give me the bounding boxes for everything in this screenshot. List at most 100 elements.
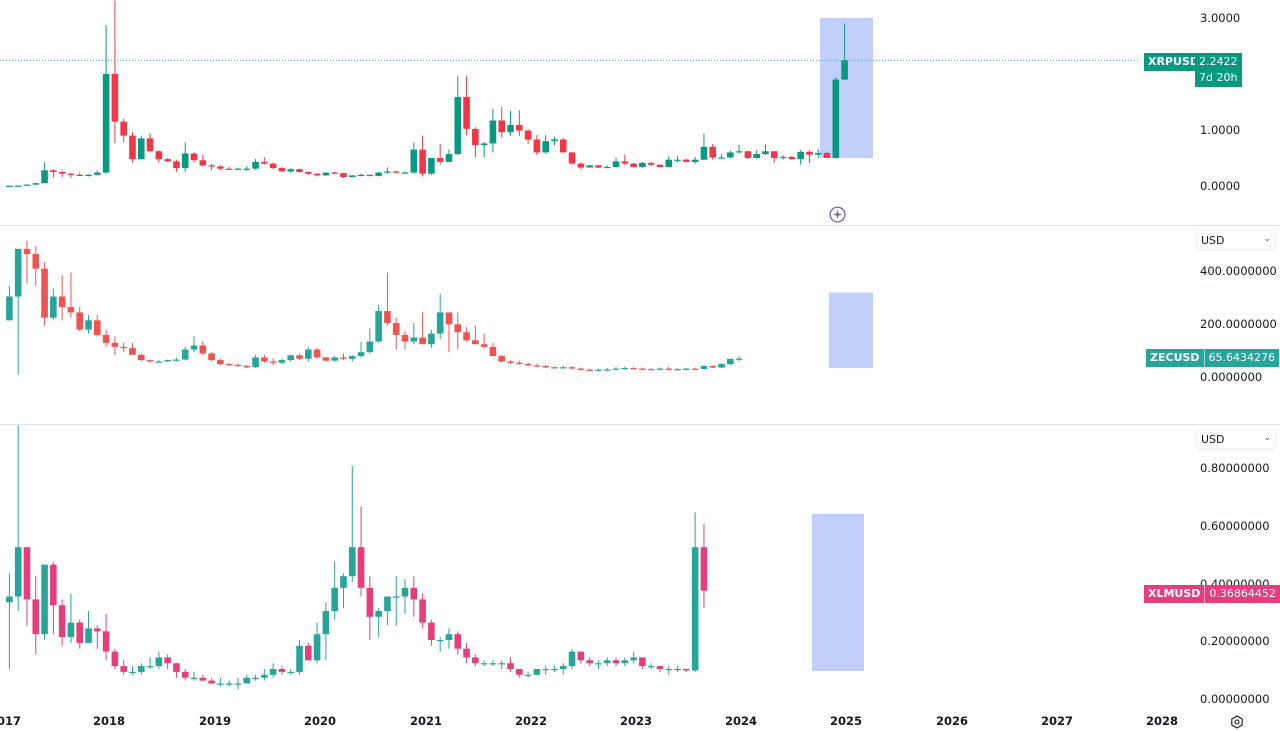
symbol-label: XLMUSD bbox=[1148, 587, 1201, 600]
candle-body bbox=[190, 677, 198, 679]
candle-body bbox=[841, 60, 848, 80]
candle-body bbox=[559, 139, 567, 153]
candle-body bbox=[225, 683, 233, 685]
candle-body bbox=[401, 587, 409, 597]
candle-body bbox=[419, 337, 426, 345]
candle-body bbox=[111, 342, 119, 347]
candle-body bbox=[656, 368, 664, 370]
candle-body bbox=[366, 587, 374, 617]
candle-body bbox=[6, 596, 13, 603]
candle-body bbox=[14, 547, 22, 597]
price-axis-tick: 0.60000000 bbox=[1200, 519, 1270, 533]
candle-body bbox=[340, 576, 347, 588]
currency-select[interactable]: USD ⌄ bbox=[1196, 429, 1276, 449]
candle-body bbox=[568, 152, 576, 164]
candle-body bbox=[278, 360, 286, 363]
candle-body bbox=[410, 149, 418, 173]
candle-body bbox=[313, 173, 321, 176]
symbol-label: ZECUSD bbox=[1150, 351, 1200, 364]
candle-body bbox=[305, 349, 312, 359]
candle-body bbox=[261, 674, 268, 678]
candle-body bbox=[656, 666, 664, 669]
candle-body bbox=[384, 596, 391, 611]
candle-body bbox=[718, 157, 725, 159]
candle-body bbox=[507, 663, 514, 669]
candle-body bbox=[454, 96, 462, 155]
candle-body bbox=[718, 364, 725, 368]
candle-body bbox=[375, 611, 382, 617]
candle-body bbox=[129, 135, 136, 160]
price-axis-tick: 0.0000000 bbox=[1200, 370, 1263, 384]
candle-body bbox=[445, 312, 453, 325]
xrpusd-price-tag: XRPUSD bbox=[1144, 53, 1203, 71]
candle-body bbox=[621, 660, 629, 664]
candle-body bbox=[445, 154, 453, 162]
sparkle-icon[interactable] bbox=[829, 206, 846, 223]
candle-body bbox=[23, 547, 31, 600]
highlight-region bbox=[829, 292, 873, 369]
candle-body bbox=[410, 587, 418, 600]
last-price-value: 65.6434276 bbox=[1203, 349, 1279, 367]
candle-body bbox=[340, 357, 347, 359]
candle-body bbox=[727, 358, 734, 365]
candle-body bbox=[85, 628, 92, 643]
pane-separator-2[interactable] bbox=[0, 424, 1280, 425]
candle-body bbox=[533, 139, 541, 153]
candle-body bbox=[498, 120, 506, 133]
currency-value: USD bbox=[1201, 433, 1225, 446]
candle-body bbox=[727, 152, 734, 158]
candle-body bbox=[234, 683, 242, 685]
candle-body bbox=[639, 163, 646, 167]
candle-body bbox=[586, 660, 593, 664]
candle-body bbox=[691, 547, 699, 671]
time-axis-label: 2028 bbox=[1145, 714, 1179, 728]
settings-gear-icon[interactable] bbox=[1230, 715, 1244, 729]
candle-body bbox=[630, 657, 637, 661]
candle-body bbox=[384, 311, 391, 323]
candle-body bbox=[322, 611, 330, 635]
candle-body bbox=[542, 365, 549, 368]
candle-body bbox=[287, 169, 295, 172]
candle-body bbox=[568, 651, 576, 667]
candle-body bbox=[665, 669, 673, 671]
candle-body bbox=[735, 358, 743, 360]
candle-body bbox=[199, 677, 207, 681]
candle-body bbox=[436, 640, 444, 642]
candle-body bbox=[181, 153, 189, 169]
time-axis-label: 2026 bbox=[935, 714, 969, 728]
candle-body bbox=[155, 361, 163, 363]
candle-body bbox=[691, 368, 699, 370]
candle-body bbox=[173, 161, 180, 169]
candle-body bbox=[217, 360, 224, 365]
candle-body bbox=[392, 323, 400, 335]
candle-body bbox=[252, 677, 259, 679]
candle-body bbox=[58, 296, 66, 308]
candle-body bbox=[463, 648, 470, 658]
candle-body bbox=[674, 159, 681, 161]
candle-body bbox=[234, 364, 242, 367]
candle-body bbox=[630, 368, 637, 370]
candle-body bbox=[331, 587, 338, 611]
currency-select[interactable]: USD ⌄ bbox=[1196, 230, 1276, 250]
candle-body bbox=[146, 666, 154, 668]
candle-body bbox=[621, 368, 629, 370]
candle-body bbox=[770, 151, 778, 158]
candle-body bbox=[164, 657, 171, 664]
candle-body bbox=[507, 361, 514, 363]
candle-body bbox=[322, 172, 330, 176]
candle-body bbox=[507, 124, 514, 133]
candle-body bbox=[137, 666, 145, 672]
candle-body bbox=[463, 96, 470, 129]
candle-body bbox=[814, 152, 822, 155]
candle-body bbox=[313, 349, 321, 358]
bar-countdown: 7d 20h bbox=[1199, 71, 1238, 84]
candle-body bbox=[621, 161, 629, 164]
candle-body bbox=[612, 161, 620, 167]
candle-body bbox=[516, 669, 523, 675]
candle-body bbox=[208, 165, 215, 167]
pane-separator-1[interactable] bbox=[0, 225, 1280, 226]
candle-body bbox=[173, 663, 180, 672]
xrpusd-last-price: 2.2422 7d 20h bbox=[1195, 53, 1242, 87]
candle-body bbox=[14, 185, 22, 187]
